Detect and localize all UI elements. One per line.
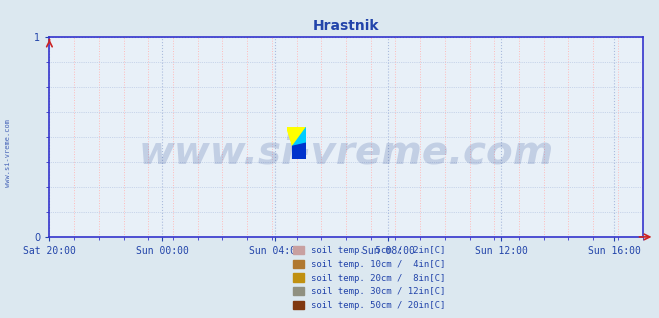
Polygon shape: [293, 127, 306, 146]
Polygon shape: [293, 143, 306, 159]
Legend: soil temp.  5cm /  2in[C], soil temp. 10cm /  4in[C], soil temp. 20cm /  8in[C],: soil temp. 5cm / 2in[C], soil temp. 10cm…: [289, 243, 449, 314]
Polygon shape: [287, 127, 306, 146]
Text: www.si-vreme.com: www.si-vreme.com: [138, 134, 554, 172]
Title: Hrastnik: Hrastnik: [313, 19, 379, 33]
Text: www.si-vreme.com: www.si-vreme.com: [5, 119, 11, 187]
